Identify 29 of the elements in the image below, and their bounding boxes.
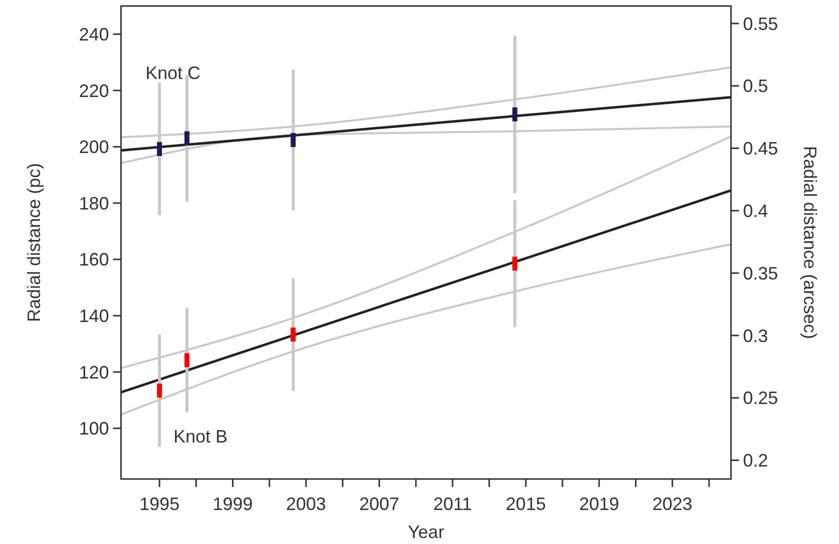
x-tick-label: 2015 xyxy=(506,494,546,514)
y2-tick-label: 0.45 xyxy=(743,138,778,159)
y-axis-title: Radial distance (pc) xyxy=(24,162,44,322)
y-tick-label: 100 xyxy=(78,418,109,439)
text: Knot C xyxy=(145,63,200,84)
y-tick-label: 220 xyxy=(78,80,109,101)
y2-tick-label: 0.25 xyxy=(743,388,778,408)
y2-tick-label: 0.5 xyxy=(743,76,768,96)
x-tick-label: 2007 xyxy=(359,494,400,514)
y-tick-label: 140 xyxy=(78,306,109,326)
y-tick-label: 160 xyxy=(78,250,109,270)
x-tick-label: 2003 xyxy=(286,494,326,514)
y-tick-label: 240 xyxy=(78,24,109,44)
y2-tick-label: 0.4 xyxy=(743,200,768,221)
y-tick-label: 180 xyxy=(78,193,109,214)
y2-tick-label: 0.3 xyxy=(743,326,768,346)
y-tick-label: 120 xyxy=(78,362,109,382)
series-label: Knot B xyxy=(173,426,228,447)
x-axis-title: Year xyxy=(408,522,444,542)
x-tick-label: 2011 xyxy=(433,494,472,514)
y2-tick-label: 0.2 xyxy=(743,450,768,471)
y-tick-label: 200 xyxy=(78,137,109,158)
x-tick-label: 2019 xyxy=(579,494,620,514)
x-tick-label: 2023 xyxy=(652,494,692,514)
y2-axis-title: Radial distance (arcsec) xyxy=(800,146,820,340)
y2-tick-label: 0.35 xyxy=(743,263,778,284)
x-tick-label: 1995 xyxy=(139,494,180,514)
y2-tick-label: 0.55 xyxy=(743,14,778,34)
x-tick-label: 1999 xyxy=(212,494,253,514)
